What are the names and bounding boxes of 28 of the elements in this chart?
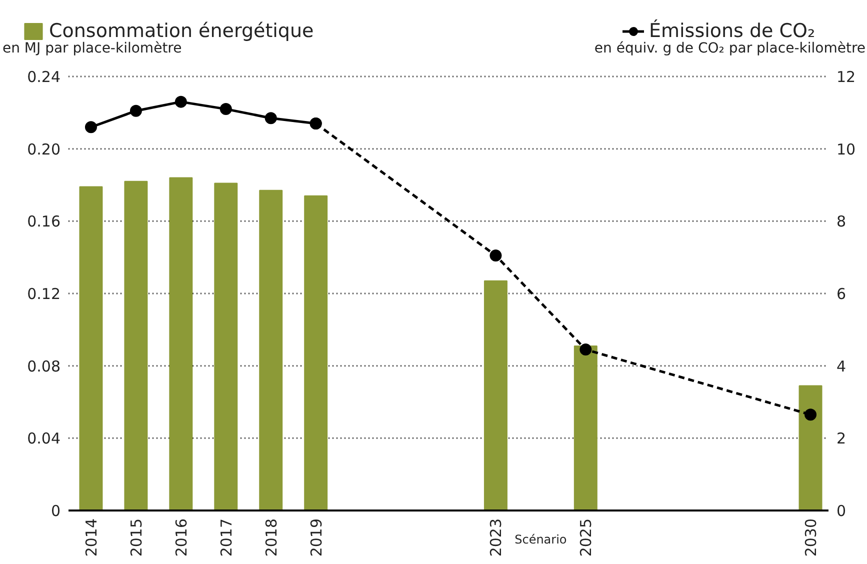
y2-tick-label: 6: [836, 285, 846, 303]
y2-tick-label: 10: [836, 140, 856, 158]
y-tick-label: 0.16: [27, 212, 61, 231]
y-tick-label: 0.24: [27, 68, 61, 86]
x-tick-label: 2023: [487, 518, 506, 557]
y2-tick-label: 8: [836, 212, 846, 231]
x-tick-label: 2015: [127, 518, 146, 557]
x-tick-label: 2030: [802, 518, 820, 557]
y2-tick-label: 2: [836, 430, 846, 448]
y-tick-label: 0.04: [27, 430, 61, 448]
y-tick-label: 0.20: [27, 140, 61, 158]
x-axis-title: Scénario: [514, 532, 567, 546]
x-tick-label: 2016: [172, 518, 190, 557]
y-tick-label: 0.12: [27, 285, 61, 303]
y-axis-title: en MJ par place-kilomètre: [2, 40, 182, 56]
x-tick-label: 2019: [307, 518, 326, 557]
y2-tick-label: 0: [836, 502, 846, 520]
x-tick-label: 2017: [217, 518, 236, 557]
x-tick-label: 2018: [262, 518, 280, 557]
legend-label: Émissions de CO₂: [649, 20, 816, 42]
y-tick-label: 0.08: [27, 357, 61, 376]
x-tick-label: 2014: [82, 518, 100, 557]
y2-tick-label: 4: [836, 357, 846, 376]
x-tick-label: 2025: [577, 518, 596, 557]
y2-axis-title: en équiv. g de CO₂ par place-kilomètre: [594, 40, 866, 56]
legend-label: Consommation énergétique: [49, 20, 314, 42]
y2-tick-label: 12: [836, 68, 856, 86]
y-tick-label: 0: [50, 502, 61, 520]
